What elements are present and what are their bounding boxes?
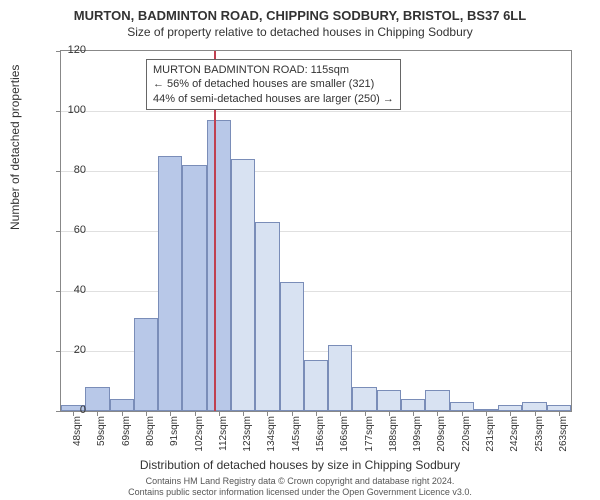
histogram-bar (280, 282, 304, 411)
histogram-bar (207, 120, 231, 411)
x-tick-label: 69sqm (121, 416, 132, 456)
x-tick-label: 199sqm (412, 416, 423, 456)
histogram-bar (401, 399, 425, 411)
x-tick-label: 242sqm (509, 416, 520, 456)
x-tick-label: 59sqm (96, 416, 107, 456)
legend-line-3: 44% of semi-detached houses are larger (… (153, 92, 394, 106)
gridline (61, 111, 571, 112)
histogram-chart: MURTON, BADMINTON ROAD, CHIPPING SODBURY… (0, 0, 600, 500)
histogram-bar (377, 390, 401, 411)
footer-line-2: Contains public sector information licen… (0, 487, 600, 498)
x-tick-label: 253sqm (534, 416, 545, 456)
y-tick-label: 120 (46, 44, 86, 56)
histogram-bar (231, 159, 255, 411)
chart-subtitle: Size of property relative to detached ho… (0, 23, 600, 39)
x-tick-label: 112sqm (218, 416, 229, 456)
y-tick-label: 20 (46, 344, 86, 356)
chart-title: MURTON, BADMINTON ROAD, CHIPPING SODBURY… (0, 0, 600, 23)
histogram-bar (352, 387, 376, 411)
footer: Contains HM Land Registry data © Crown c… (0, 476, 600, 498)
x-tick-label: 91sqm (169, 416, 180, 456)
y-axis-label: Number of detached properties (8, 65, 22, 230)
footer-line-1: Contains HM Land Registry data © Crown c… (0, 476, 600, 487)
x-tick-label: 220sqm (461, 416, 472, 456)
y-tick-label: 100 (46, 104, 86, 116)
y-tick-label: 60 (46, 224, 86, 236)
gridline (61, 231, 571, 232)
x-tick-label: 134sqm (266, 416, 277, 456)
legend-box: MURTON BADMINTON ROAD: 115sqm ← 56% of d… (146, 59, 401, 110)
x-tick-label: 263sqm (558, 416, 569, 456)
histogram-bar (158, 156, 182, 411)
histogram-bar (522, 402, 546, 411)
histogram-bar (328, 345, 352, 411)
histogram-bar (304, 360, 328, 411)
x-axis-label: Distribution of detached houses by size … (0, 458, 600, 472)
legend-line-1: MURTON BADMINTON ROAD: 115sqm (153, 63, 394, 77)
x-tick-label: 102sqm (194, 416, 205, 456)
histogram-bar (255, 222, 279, 411)
x-tick-label: 231sqm (485, 416, 496, 456)
gridline (61, 171, 571, 172)
y-tick-label: 40 (46, 284, 86, 296)
x-tick-label: 156sqm (315, 416, 326, 456)
x-tick-label: 188sqm (388, 416, 399, 456)
histogram-bar (85, 387, 109, 411)
histogram-bar (425, 390, 449, 411)
x-tick-label: 80sqm (145, 416, 156, 456)
histogram-bar (134, 318, 158, 411)
plot-area: MURTON BADMINTON ROAD: 115sqm ← 56% of d… (60, 50, 572, 412)
histogram-bar (110, 399, 134, 411)
histogram-bar (182, 165, 206, 411)
y-tick-label: 0 (46, 404, 86, 416)
x-tick-label: 48sqm (72, 416, 83, 456)
x-tick-label: 177sqm (364, 416, 375, 456)
x-tick-label: 145sqm (291, 416, 302, 456)
legend-line-2: ← 56% of detached houses are smaller (32… (153, 77, 394, 91)
gridline (61, 291, 571, 292)
histogram-bar (450, 402, 474, 411)
x-tick-label: 123sqm (242, 416, 253, 456)
x-tick-label: 166sqm (339, 416, 350, 456)
y-tick-label: 80 (46, 164, 86, 176)
x-tick-label: 209sqm (436, 416, 447, 456)
